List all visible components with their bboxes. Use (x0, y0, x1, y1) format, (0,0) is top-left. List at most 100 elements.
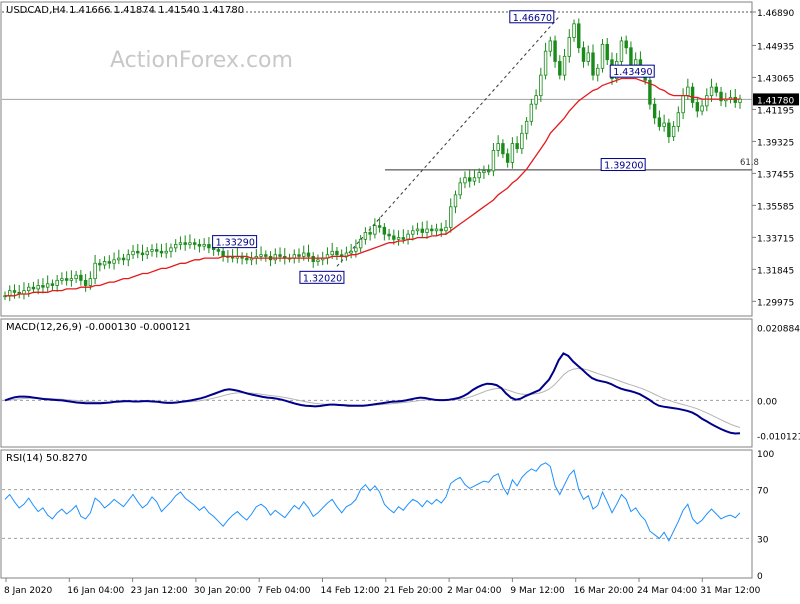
x-tick-label: 2 Mar 04:00 (447, 586, 502, 596)
candle-body (112, 259, 116, 264)
candle-body (306, 252, 311, 257)
candle-body (463, 177, 467, 184)
candle-series (3, 18, 742, 302)
price-y-tick-label: 1.33715 (757, 234, 794, 244)
candle-body (491, 149, 496, 172)
candle-body (197, 244, 202, 247)
candle-body (439, 228, 443, 232)
candle-body (117, 257, 121, 261)
candle-body (27, 286, 31, 292)
candle-body (430, 228, 434, 232)
candle-body (74, 274, 78, 280)
candle-body (98, 262, 102, 266)
candle-body (572, 23, 576, 38)
price-annotation-label: 1.32020 (303, 273, 342, 284)
rsi-y-tick-label: 30 (757, 535, 769, 545)
candle-body (55, 279, 59, 286)
candle-body (676, 112, 681, 127)
candle-body (667, 122, 671, 138)
rsi-y-tick-label: 0 (757, 572, 763, 582)
x-tick-label: 8 Jan 2020 (4, 586, 52, 596)
candle-body (543, 50, 548, 76)
x-tick-label: 14 Feb 12:00 (321, 586, 380, 596)
candle-body (510, 143, 515, 163)
candle-body (358, 238, 363, 249)
candle-body (624, 40, 628, 49)
candle-body (221, 250, 225, 257)
candle-body (311, 256, 315, 262)
candle-body (69, 278, 74, 281)
candle-body (79, 274, 83, 281)
candle-body (396, 237, 401, 240)
candle-body (586, 52, 590, 62)
candle-body (60, 278, 64, 281)
price-annotations: 1.33290 1.32020 1.46670 1.43490 1.39200 61.8 (212, 10, 759, 284)
rsi-y-tick-label: 70 (757, 487, 769, 497)
candle-body (633, 59, 638, 66)
candle-body (64, 278, 69, 281)
x-tick-label: 24 Mar 04:00 (637, 586, 697, 596)
candle-body (211, 247, 216, 250)
candle-body (690, 86, 695, 103)
candle-body (278, 254, 282, 257)
candle-body (273, 254, 277, 261)
candle-body (83, 279, 88, 286)
candle-body (202, 244, 206, 247)
price-annotation-box (600, 158, 646, 172)
price-annotation-label: 1.39200 (604, 161, 643, 172)
candle-body (477, 172, 481, 179)
candle-body (297, 254, 301, 257)
macd-y-tick-label: 0.00 (757, 397, 777, 407)
candle-body (652, 103, 657, 119)
candle-body (373, 225, 377, 235)
candle-body (382, 226, 387, 235)
candle-body (126, 254, 130, 261)
macd-y-tick-label: -0.010121 (757, 433, 800, 443)
x-tick-label: 7 Feb 04:00 (257, 586, 311, 596)
candle-body (183, 242, 187, 245)
candle-body (434, 228, 439, 232)
candle-body (8, 290, 12, 297)
price-annotation-label: 1.33290 (216, 238, 255, 249)
candle-body (591, 52, 595, 76)
candle-body (581, 47, 586, 62)
candle-body (539, 74, 543, 97)
x-tick-label: 16 Mar 20:00 (574, 586, 634, 596)
x-tick-label: 31 Mar 12:00 (700, 586, 760, 596)
candle-body (36, 285, 40, 290)
candle-body (686, 86, 690, 97)
candle-body (259, 254, 263, 257)
price-annotation-box (609, 64, 655, 78)
candle-body (425, 228, 429, 233)
price-panel-frame (0, 1, 753, 317)
candle-body (155, 249, 159, 252)
candle-body (192, 242, 197, 245)
price-reference-lines: 1.41780 (2, 11, 799, 267)
candle-body (449, 206, 453, 228)
candle-body (695, 102, 700, 112)
candle-body (529, 103, 534, 122)
candle-body (596, 67, 600, 76)
candle-body (415, 228, 420, 232)
candle-body (648, 79, 652, 105)
candle-body (107, 261, 112, 264)
candle-body (316, 259, 320, 262)
candle-body (150, 249, 154, 252)
moving-average-series (5, 77, 740, 297)
rsi-panel-frame (0, 449, 753, 579)
candle-body (349, 250, 353, 254)
candle-body (548, 40, 553, 52)
candle-body (681, 95, 685, 114)
price-annotation-label: 1.46670 (513, 13, 552, 24)
candle-body (524, 120, 529, 134)
candle-body (700, 105, 704, 112)
watermark: ActionForex.com (110, 48, 293, 73)
candle-body (45, 283, 50, 288)
candle-body (406, 233, 410, 240)
candle-body (330, 250, 334, 256)
macd-plot (2, 352, 752, 435)
candle-body (505, 153, 510, 163)
candle-body (444, 226, 448, 232)
